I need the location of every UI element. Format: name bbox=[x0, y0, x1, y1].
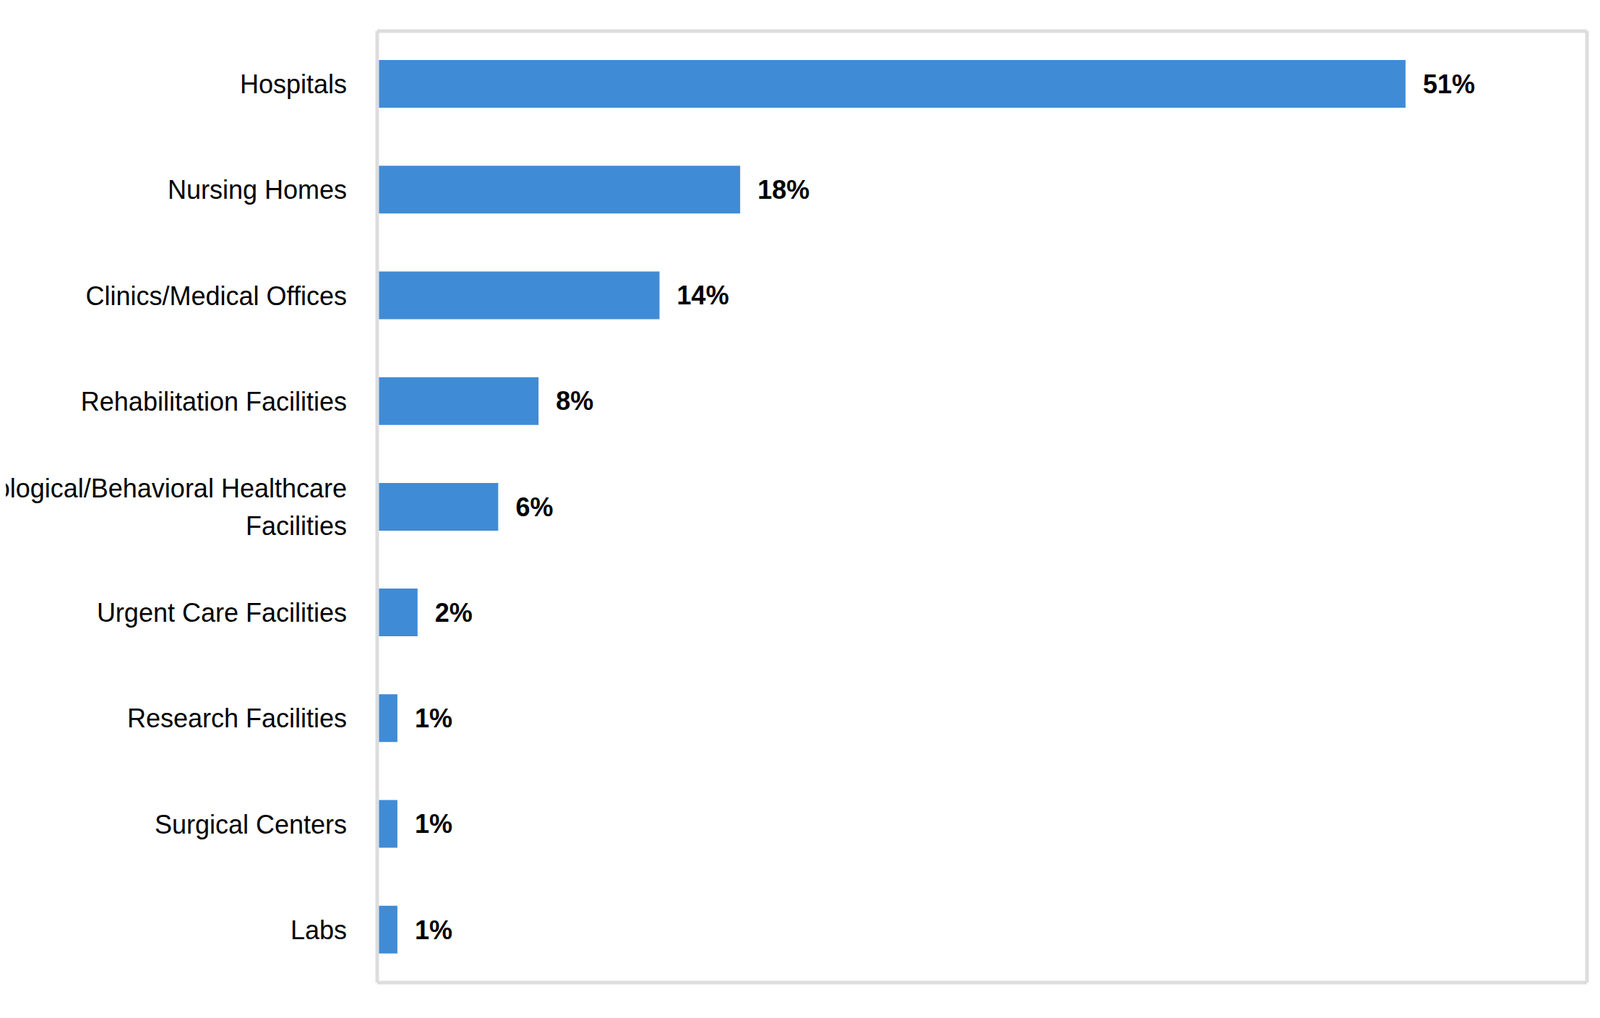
svg-text:2%: 2% bbox=[435, 597, 473, 628]
svg-text:Clinics/Medical Offices: Clinics/Medical Offices bbox=[85, 280, 347, 311]
svg-text:Research Facilities: Research Facilities bbox=[127, 703, 347, 733]
svg-text:14%: 14% bbox=[677, 280, 730, 311]
svg-text:51%: 51% bbox=[1422, 69, 1475, 100]
svg-text:Psychological/Behavioral Healt: Psychological/Behavioral HealthcareFacil… bbox=[5, 473, 347, 541]
svg-text:18%: 18% bbox=[757, 174, 810, 205]
svg-text:Nursing Homes: Nursing Homes bbox=[167, 174, 347, 205]
svg-text:1%: 1% bbox=[414, 808, 453, 839]
svg-text:8%: 8% bbox=[555, 385, 594, 416]
svg-text:1%: 1% bbox=[414, 703, 453, 733]
svg-text:Rehabilitation Facilities: Rehabilitation Facilities bbox=[80, 385, 347, 416]
svg-text:6%: 6% bbox=[515, 492, 553, 522]
svg-text:Hospitals: Hospitals bbox=[239, 69, 347, 100]
svg-text:Labs: Labs bbox=[290, 914, 347, 944]
svg-text:Urgent Care Facilities: Urgent Care Facilities bbox=[96, 597, 347, 628]
svg-text:Surgical Centers: Surgical Centers bbox=[154, 808, 347, 839]
svg-text:1%: 1% bbox=[414, 914, 453, 945]
